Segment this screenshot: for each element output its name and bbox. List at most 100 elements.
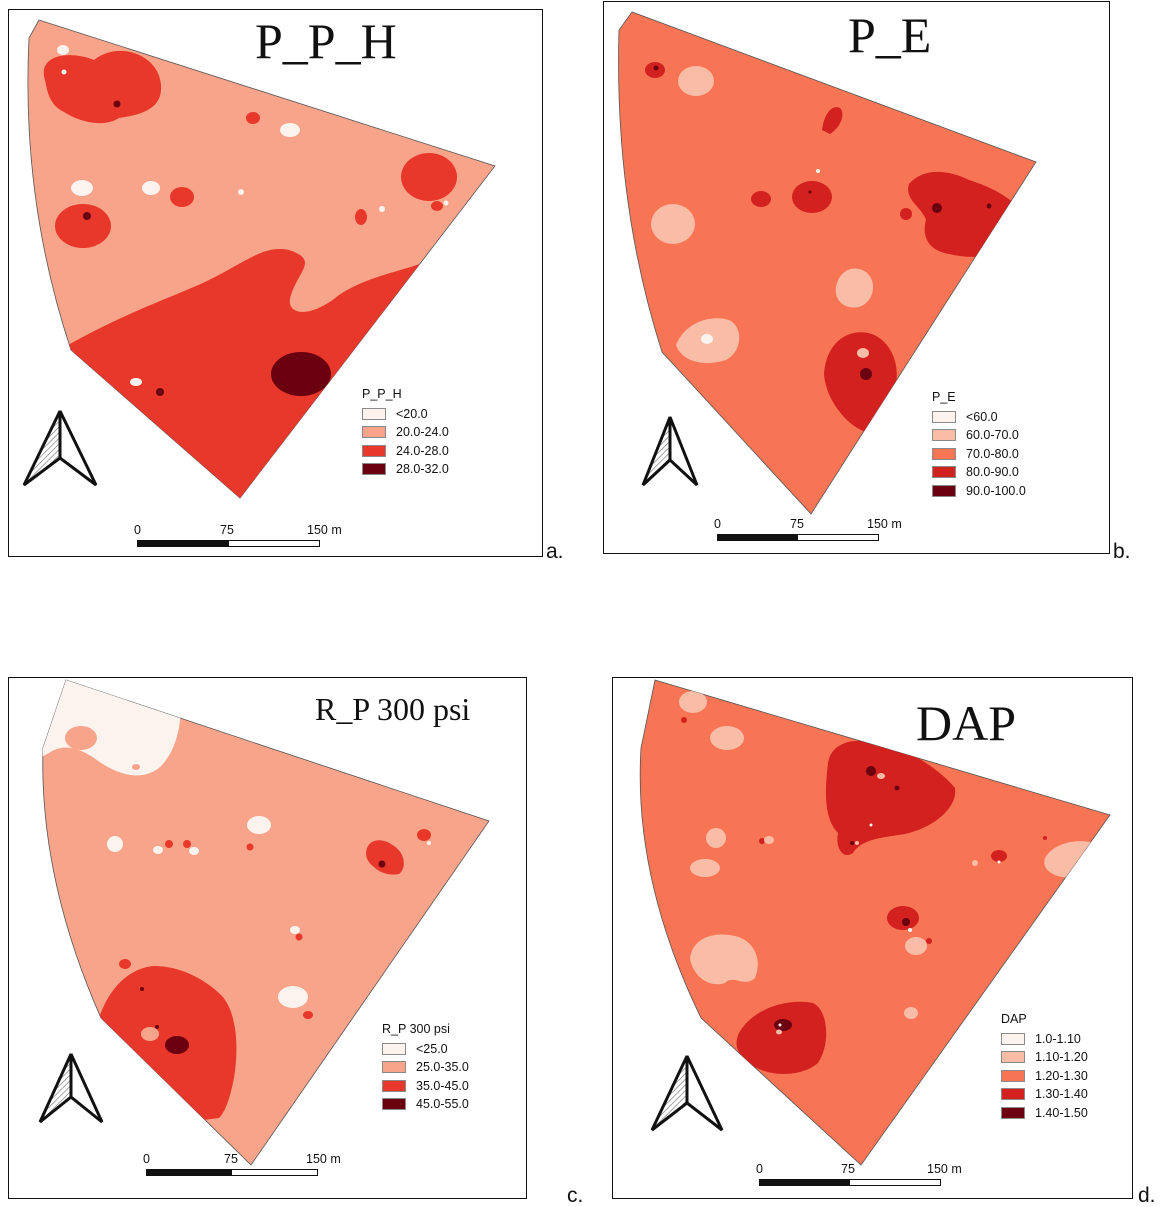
- legend-item: 24.0-28.0: [362, 442, 449, 461]
- legend: P_E <60.0 60.0-70.0 70.0-80.0 80.0-90.0 …: [932, 391, 1026, 500]
- map-c: [42, 679, 490, 1166]
- zone-10-110: [908, 928, 912, 932]
- legend-label: 90.0-100.0: [966, 483, 1026, 498]
- scale-bar: 0 75 150 m: [714, 517, 902, 545]
- zone-28-32: [83, 212, 91, 220]
- zone-80-90: [792, 181, 832, 213]
- zone-25-35: [65, 726, 97, 750]
- zone-80-90: [822, 107, 843, 134]
- legend-item: 1.10-1.20: [1001, 1048, 1088, 1067]
- zone-24-28: [401, 153, 457, 201]
- zone-lt25: [278, 986, 308, 1008]
- legend-label: 25.0-35.0: [416, 1060, 469, 1074]
- legend-swatch: [1001, 1032, 1025, 1045]
- zone-lt60: [701, 334, 713, 344]
- zone-25-35: [132, 764, 140, 770]
- map-b: [618, 11, 1037, 515]
- zone-90-100: [986, 203, 992, 209]
- legend-swatch: [362, 407, 386, 420]
- legend-item: 70.0-80.0: [932, 445, 1026, 464]
- zone-lt25: [153, 846, 163, 854]
- zone-35-45: [165, 840, 173, 848]
- zone-130-140: [759, 838, 765, 844]
- map-panel-c: R_P 300 psi R_P 300 psi <25.0 25.0-35.0 …: [8, 677, 527, 1199]
- zone-110-120: [690, 934, 758, 985]
- scale-tick: 0: [134, 523, 141, 537]
- map-a: [27, 19, 496, 499]
- zone-110-120: [690, 859, 720, 877]
- legend: DAP 1.0-1.10 1.10-1.20 1.20-1.30 1.30-1.…: [1001, 1013, 1088, 1122]
- zone-45-55: [378, 860, 386, 868]
- zone-130-140: [825, 740, 956, 856]
- zone-lt60: [816, 169, 820, 173]
- legend-label: 24.0-28.0: [396, 443, 449, 458]
- zone-35-45: [183, 840, 191, 848]
- legend-item: 25.0-35.0: [382, 1058, 469, 1077]
- scale-tick: 150 m: [867, 517, 902, 531]
- zone-10-110: [869, 823, 873, 827]
- legend-swatch: [1001, 1106, 1025, 1119]
- legend-label: 1.0-1.10: [1035, 1031, 1081, 1046]
- zone-80-90: [824, 332, 897, 432]
- legend-label: 70.0-80.0: [966, 446, 1019, 461]
- legend-item: 1.40-1.50: [1001, 1104, 1088, 1123]
- legend-swatch: [382, 1061, 406, 1074]
- zone-60-70: [651, 204, 695, 244]
- legend-swatch: [362, 444, 386, 457]
- legend-label: 1.30-1.40: [1035, 1087, 1088, 1101]
- zone-140-150: [902, 918, 910, 926]
- zone-lt20: [142, 181, 160, 195]
- legend-label: 80.0-90.0: [966, 465, 1019, 479]
- zone-35-45: [417, 829, 431, 841]
- zone-24-28: [170, 187, 194, 207]
- legend-swatch: [932, 466, 956, 479]
- scale-bar: 0 75 150 m: [134, 523, 342, 551]
- zone-140-150: [894, 785, 900, 791]
- zone-lt25: [427, 841, 431, 845]
- zone-140-150: [866, 766, 876, 776]
- legend-swatch: [1001, 1088, 1025, 1101]
- zone-80-90: [900, 208, 912, 220]
- scale-tick: 150 m: [306, 1152, 341, 1166]
- scale-tick: 75: [224, 1152, 238, 1166]
- map-d: [639, 679, 1111, 1166]
- legend-swatch: [382, 1042, 406, 1055]
- legend-label: 1.10-1.20: [1035, 1050, 1088, 1064]
- zone-110-120: [776, 1029, 782, 1035]
- zone-110-120: [877, 773, 885, 779]
- zone-45-55: [155, 1025, 159, 1029]
- zone-24-28: [431, 201, 443, 211]
- panel-label: b.: [1113, 540, 1131, 563]
- zone-130-140: [926, 938, 932, 944]
- legend-label: 20.0-24.0: [396, 425, 449, 439]
- zone-35-45: [295, 933, 303, 941]
- zone-lt20: [443, 200, 449, 206]
- map-title: R_P 300 psi: [315, 691, 471, 727]
- legend-item: <20.0: [362, 405, 449, 424]
- scale-tick: 0: [714, 517, 721, 531]
- zone-90-100: [932, 203, 942, 213]
- legend-label: 60.0-70.0: [966, 428, 1019, 442]
- zone-lt20: [130, 378, 142, 386]
- zone-110-120: [904, 1007, 918, 1019]
- zone-24-28: [43, 50, 162, 124]
- scale-tick: 75: [790, 517, 804, 531]
- legend-swatch: [362, 426, 386, 439]
- north-arrow-icon: [641, 416, 699, 487]
- zone-45-55: [140, 987, 144, 991]
- legend-swatch: [932, 429, 956, 442]
- scale-tick: 0: [143, 1152, 150, 1166]
- legend-swatch: [382, 1079, 406, 1092]
- legend-label: 28.0-32.0: [396, 462, 449, 476]
- zone-lt25: [247, 816, 271, 834]
- legend-label: 1.20-1.30: [1035, 1068, 1088, 1083]
- zone-110-120: [905, 937, 927, 955]
- scale-tick: 150 m: [927, 1162, 962, 1176]
- zone-lt25: [107, 836, 123, 852]
- legend-item: 1.20-1.30: [1001, 1067, 1088, 1086]
- zone-lt20: [71, 180, 93, 196]
- panel-label: c.: [567, 1184, 584, 1207]
- zone-130-140: [991, 850, 1007, 862]
- legend: R_P 300 psi <25.0 25.0-35.0 35.0-45.0 45…: [382, 1023, 469, 1114]
- zone-25-35: [141, 1027, 159, 1041]
